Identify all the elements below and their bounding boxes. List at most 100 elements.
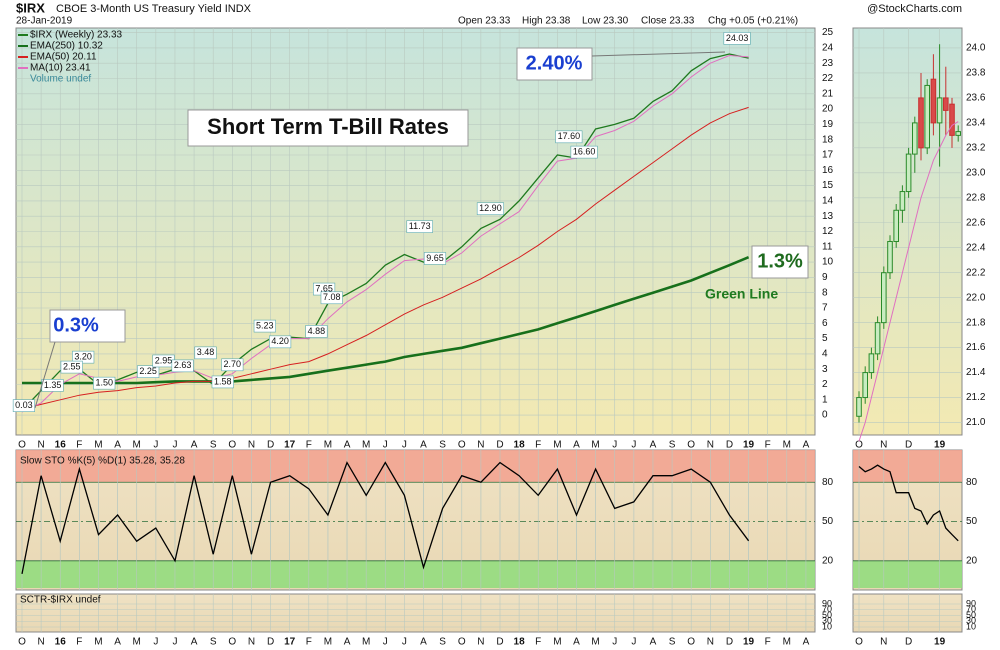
x-tick-label: S	[210, 637, 217, 648]
x-tick-label: D	[905, 637, 912, 648]
series-line	[858, 464, 959, 542]
x-tick-label: S	[669, 440, 676, 451]
x-tick-label: J	[402, 440, 407, 451]
stoch-title: Slow STO %K(5) %D(1) 35.28, 35.28	[20, 456, 185, 467]
y-tick-label: 23.4	[966, 118, 986, 129]
x-tick-label: J	[153, 637, 158, 648]
annotation: 0.3%	[53, 314, 99, 336]
y-tick-label: 50	[822, 516, 834, 527]
y-tick-label: 90	[966, 598, 976, 608]
x-tick-label: 16	[55, 440, 67, 451]
callout-box	[555, 130, 583, 144]
x-tick-label: F	[765, 637, 771, 648]
x-tick-label: 19	[934, 440, 946, 451]
x-tick-label: M	[324, 440, 332, 451]
x-tick-label: J	[153, 440, 158, 451]
y-tick-label: 24	[822, 43, 834, 54]
y-tick-label: 21.2	[966, 392, 986, 403]
y-tick-label: 21.0	[966, 417, 986, 428]
callout-box	[93, 376, 116, 390]
x-tick-label: O	[18, 637, 26, 648]
x-tick-label: M	[362, 637, 370, 648]
x-tick-label: M	[133, 637, 141, 648]
price-callout: 4.20	[271, 336, 289, 346]
y-tick-label: 50	[966, 610, 976, 620]
y-tick-label: 21.8	[966, 317, 986, 328]
y-tick-label: 9	[822, 272, 828, 283]
y-tick-label: 18	[822, 134, 834, 145]
callout-box	[305, 325, 328, 338]
callout-box	[406, 220, 433, 233]
y-tick-label: 4	[822, 349, 828, 360]
y-tick-label: 10	[822, 621, 832, 631]
x-tick-label: A	[803, 440, 810, 451]
x-tick-label: O	[855, 637, 863, 648]
callout-box	[476, 202, 505, 216]
x-tick-label: N	[707, 440, 714, 451]
y-tick-label: 22.0	[966, 292, 986, 303]
x-tick-label: O	[228, 440, 236, 451]
x-tick-label: 17	[284, 637, 296, 648]
quote-high: High 23.38	[522, 16, 571, 27]
callout-box	[320, 291, 343, 305]
candle-body	[918, 97, 924, 149]
price-callout: 16.60	[573, 146, 596, 156]
callout-box	[211, 375, 234, 389]
y-tick-label: 70	[822, 604, 832, 614]
x-tick-label: O	[458, 637, 466, 648]
series-line	[22, 256, 750, 385]
x-tick-label: J	[402, 637, 407, 648]
x-tick-label: O	[228, 637, 236, 648]
x-tick-label: A	[114, 440, 121, 451]
y-tick-label: 11	[822, 241, 833, 252]
y-tick-label: 20	[822, 555, 834, 566]
x-tick-label: S	[439, 440, 446, 451]
x-tick-label: S	[439, 637, 446, 648]
price-callout: 2.70	[224, 359, 242, 369]
x-tick-label: D	[267, 637, 274, 648]
candle-body	[862, 372, 869, 399]
legend-label: EMA(250) 10.32	[30, 41, 103, 52]
x-tick-label: F	[535, 637, 541, 648]
callout-box	[423, 252, 447, 265]
price-callout: 7.08	[323, 292, 341, 302]
candle-body	[899, 191, 906, 211]
y-tick-label: 23.8	[966, 68, 986, 79]
price-callout: 2.55	[63, 361, 81, 371]
price-callout: 1.58	[214, 376, 232, 386]
price-callout: 3.20	[74, 352, 92, 362]
y-tick-label: 50	[822, 610, 832, 620]
legend-label: EMA(50) 20.11	[30, 52, 97, 63]
legend-label: Volume undef	[30, 74, 91, 85]
x-tick-label: N	[38, 637, 45, 648]
callout-box	[171, 359, 194, 373]
y-tick-label: 22.4	[966, 242, 986, 253]
callout-box	[72, 350, 95, 364]
quote-low: Low 23.30	[582, 16, 629, 27]
callout-box	[12, 399, 35, 412]
candle-body	[887, 240, 893, 274]
price-callout: 1.35	[44, 380, 62, 390]
annotation: 2.40%	[526, 52, 583, 74]
oversold-zone	[853, 560, 962, 588]
price-callout: 4.88	[308, 326, 326, 336]
candle-body	[893, 209, 900, 242]
x-tick-label: N	[880, 440, 887, 451]
annotation-box	[187, 109, 469, 147]
y-tick-label: 16	[822, 165, 834, 176]
x-tick-label: A	[420, 440, 427, 451]
x-tick-label: M	[362, 440, 370, 451]
candle-body	[868, 353, 875, 374]
x-tick-label: J	[172, 637, 177, 648]
callout-box	[194, 346, 217, 360]
x-tick-label: N	[477, 637, 484, 648]
x-tick-label: A	[650, 637, 657, 648]
quote-change: Chg +0.05 (+0.21%)	[708, 16, 798, 27]
candle-body	[936, 97, 943, 124]
y-tick-label: 7	[822, 303, 828, 314]
x-tick-label: N	[880, 637, 887, 648]
y-tick-label: 14	[822, 196, 834, 207]
x-tick-label: O	[458, 440, 466, 451]
x-tick-label: A	[344, 440, 351, 451]
x-tick-label: D	[267, 440, 274, 451]
